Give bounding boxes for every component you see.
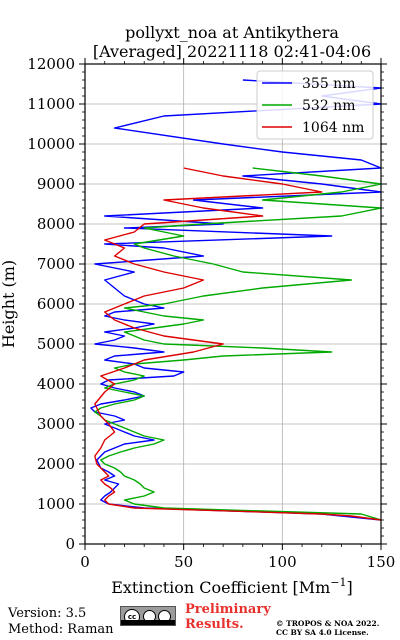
y-tick-label: 7000 (37, 255, 75, 273)
x-tick-label: 50 (174, 553, 193, 571)
copyright-line-2: CC BY SA 4.0 License. (276, 628, 369, 637)
preliminary-notice: Preliminary Results. (185, 602, 271, 632)
x-tick-label: 100 (268, 553, 297, 571)
y-tick-label: 3000 (37, 415, 75, 433)
y-tick-label: 0 (65, 535, 75, 553)
x-tick-label: 0 (80, 553, 90, 571)
y-tick-label: 9000 (37, 175, 75, 193)
y-tick-label: 6000 (37, 295, 75, 313)
y-tick-label: 8000 (37, 215, 75, 233)
legend: 355 nm 532 nm 1064 nm (256, 70, 374, 140)
axis-ticks: 0 50 100 150 0 1000 2000 3000 4000 5000 6000 7000 80… (27, 55, 395, 571)
chart-subtitle: [Averaged] 20221118 02:41-04:06 (93, 42, 371, 61)
x-axis-label-end: ] (347, 578, 353, 597)
legend-label: 1064 nm (302, 120, 364, 136)
x-tick-label: 150 (367, 553, 396, 571)
x-axis-label: Extinction Coefficient [Mm−1] (111, 576, 353, 597)
version-text: Version: 3.5 (8, 606, 87, 621)
y-tick-label: 12000 (27, 55, 75, 73)
legend-label: 532 nm (302, 98, 355, 114)
y-axis-label: Height (m) (0, 260, 18, 348)
y-tick-label: 1000 (37, 495, 75, 513)
series-line-355-nm (90, 79, 381, 521)
preliminary-line-1: Preliminary (185, 602, 271, 617)
y-tick-label: 2000 (37, 455, 75, 473)
cc-strip (121, 620, 175, 625)
chart-title: pollyxt_noa at Antikythera (125, 23, 339, 42)
series-lines (90, 79, 381, 521)
y-tick-label: 4000 (37, 375, 75, 393)
y-tick-label: 5000 (37, 335, 75, 353)
legend-box (256, 70, 374, 140)
preliminary-line-2: Results. (185, 617, 244, 632)
copyright-notice: © TROPOS & NOA 2022. CC BY SA 4.0 Licens… (276, 619, 379, 637)
copyright-line-1: © TROPOS & NOA 2022. (276, 619, 380, 628)
x-axis-label-text: Extinction Coefficient [Mm (111, 578, 330, 597)
legend-label: 355 nm (302, 76, 355, 92)
series-line-1064-nm (94, 167, 381, 521)
method-text: Method: Raman (8, 622, 114, 637)
x-axis-label-superscript: −1 (330, 576, 346, 589)
y-tick-label: 10000 (27, 135, 75, 153)
series-line-532-nm (94, 167, 381, 521)
y-tick-label: 11000 (27, 95, 75, 113)
cc-license-badge: cc (120, 606, 176, 626)
